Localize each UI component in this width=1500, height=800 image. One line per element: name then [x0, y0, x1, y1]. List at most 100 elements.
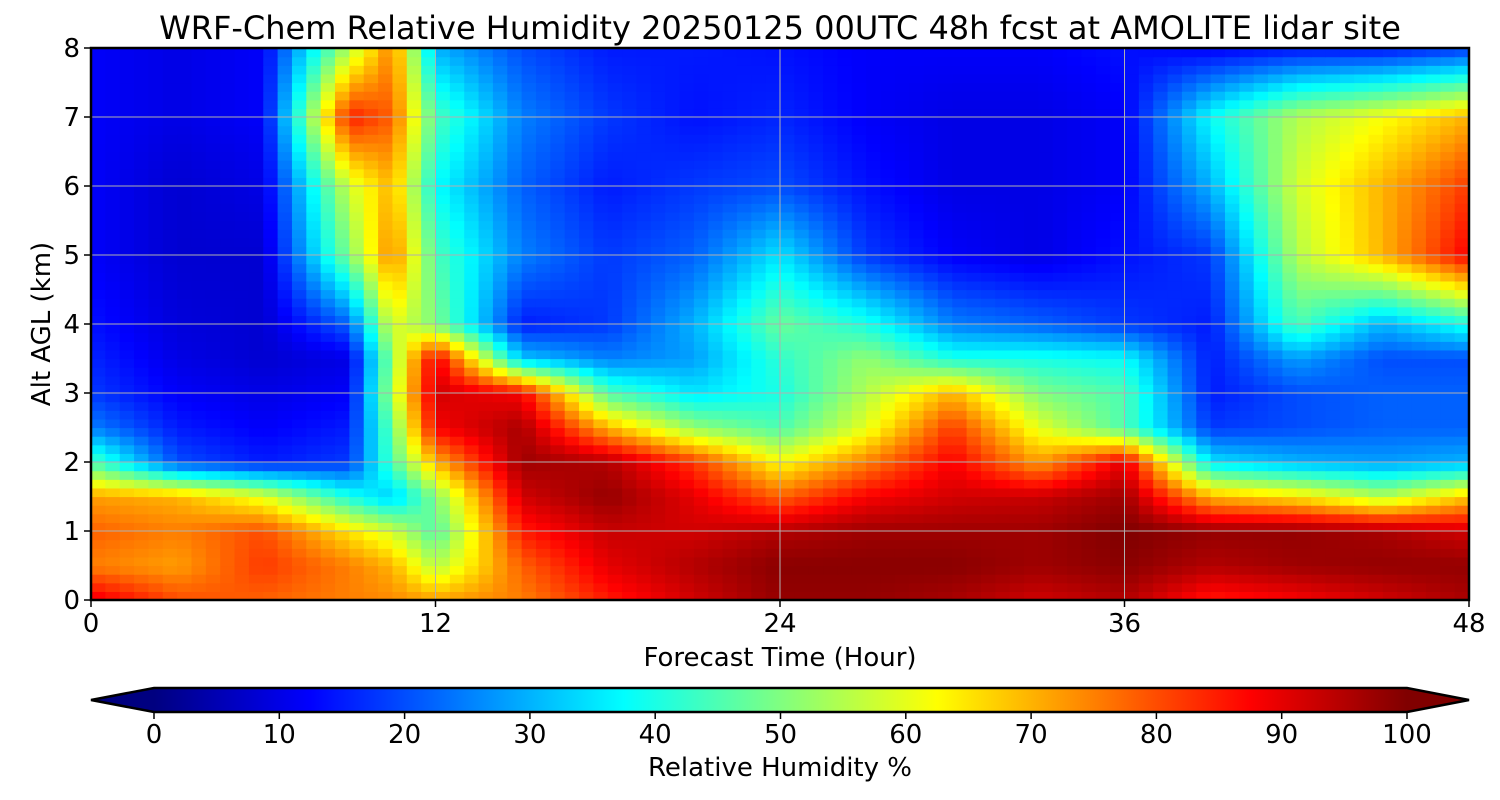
heatmap-cell: [564, 280, 580, 291]
heatmap-cell: [794, 298, 810, 308]
heatmap-cell: [1411, 393, 1427, 403]
heatmap-cell: [378, 401, 394, 411]
heatmap-cell: [478, 332, 494, 342]
heatmap-cell: [1368, 168, 1384, 178]
heatmap-cell: [248, 462, 264, 472]
heatmap-cell: [306, 556, 322, 567]
heatmap-cell: [464, 177, 480, 187]
heatmap-cell: [1138, 453, 1154, 463]
heatmap-cell: [708, 160, 724, 170]
heatmap-cell: [1268, 306, 1283, 316]
heatmap-cell: [162, 358, 178, 368]
heatmap-cell: [636, 349, 652, 360]
heatmap-cell: [607, 565, 623, 575]
heatmap-cell: [808, 591, 824, 600]
heatmap-cell: [808, 194, 824, 204]
heatmap-cell: [1253, 401, 1269, 411]
heatmap-cell: [134, 367, 150, 377]
heatmap-cell: [1181, 531, 1197, 541]
heatmap-cell: [507, 496, 523, 506]
heatmap-cell: [162, 410, 178, 420]
heatmap-cell: [478, 574, 494, 584]
heatmap-cell: [722, 203, 738, 213]
heatmap-cell: [579, 306, 594, 316]
heatmap-cell: [234, 272, 250, 282]
heatmap-cell: [277, 237, 293, 247]
heatmap-cell: [378, 556, 394, 567]
heatmap-cell: [449, 220, 465, 230]
heatmap-cell: [1124, 522, 1140, 532]
heatmap-cell: [937, 401, 953, 411]
heatmap-cell: [277, 513, 293, 523]
heatmap-cell: [1009, 367, 1025, 377]
heatmap-cell: [1368, 401, 1384, 411]
heatmap-cell: [205, 487, 221, 498]
heatmap-cell: [449, 470, 465, 480]
heatmap-cell: [894, 436, 910, 446]
heatmap-cell: [837, 177, 853, 187]
heatmap-cell: [191, 263, 207, 273]
heatmap-cell: [1224, 280, 1240, 291]
heatmap-cell: [693, 280, 709, 291]
heatmap-cell: [335, 479, 350, 489]
heatmap-cell: [708, 444, 724, 454]
heatmap-cell: [291, 280, 307, 291]
heatmap-cell: [1440, 186, 1456, 196]
heatmap-cell: [263, 263, 279, 273]
heatmap-cell: [722, 306, 738, 316]
heatmap-cell: [1067, 168, 1083, 178]
heatmap-cell: [1196, 255, 1212, 265]
heatmap-cell: [234, 367, 250, 377]
heatmap-cell: [363, 211, 379, 222]
heatmap-cell: [291, 306, 307, 316]
heatmap-cell: [1009, 237, 1025, 247]
heatmap-cell: [823, 272, 839, 282]
heatmap-cell: [550, 324, 566, 334]
heatmap-cell: [478, 418, 494, 429]
heatmap-cell: [134, 142, 150, 153]
heatmap-cell: [780, 548, 795, 558]
heatmap-cell: [392, 479, 408, 489]
heatmap-cell: [248, 229, 264, 239]
heatmap-cell: [995, 298, 1011, 308]
heatmap-cell: [306, 410, 322, 420]
heatmap-cell: [263, 556, 279, 567]
heatmap-cell: [492, 453, 508, 463]
heatmap-cell: [535, 582, 551, 592]
heatmap-cell: [1095, 513, 1111, 523]
heatmap-cell: [1253, 487, 1269, 498]
heatmap-cell: [1311, 393, 1327, 403]
heatmap-cell: [708, 186, 724, 196]
heatmap-cell: [780, 444, 795, 454]
heatmap-cell: [952, 453, 968, 463]
heatmap-cell: [1095, 444, 1111, 454]
heatmap-cell: [966, 349, 982, 360]
heatmap-cell: [1095, 306, 1111, 316]
heatmap-cell: [1239, 306, 1255, 316]
heatmap-cell: [392, 358, 408, 368]
heatmap-cell: [1411, 453, 1427, 463]
heatmap-cell: [1454, 591, 1469, 600]
heatmap-cell: [1038, 298, 1054, 308]
heatmap-cell: [521, 203, 537, 213]
heatmap-cell: [1368, 211, 1384, 222]
heatmap-cell: [1268, 255, 1283, 265]
heatmap-cell: [794, 582, 810, 592]
heatmap-cell: [1167, 531, 1183, 541]
heatmap-cell: [995, 280, 1011, 291]
heatmap-cell: [1325, 470, 1341, 480]
heatmap-cell: [909, 393, 925, 403]
heatmap-cell: [579, 341, 594, 351]
heatmap-cell: [478, 177, 494, 187]
heatmap-cell: [521, 168, 537, 178]
heatmap-cell: [1124, 367, 1140, 377]
heatmap-cell: [248, 401, 264, 411]
heatmap-cell: [134, 289, 150, 299]
heatmap-cell: [234, 332, 250, 342]
heatmap-cell: [1153, 272, 1169, 282]
heatmap-cell: [464, 401, 480, 411]
heatmap-cell: [1038, 324, 1054, 334]
heatmap-cell: [1052, 220, 1068, 230]
heatmap-cell: [1454, 341, 1469, 351]
heatmap-cell: [751, 591, 767, 600]
